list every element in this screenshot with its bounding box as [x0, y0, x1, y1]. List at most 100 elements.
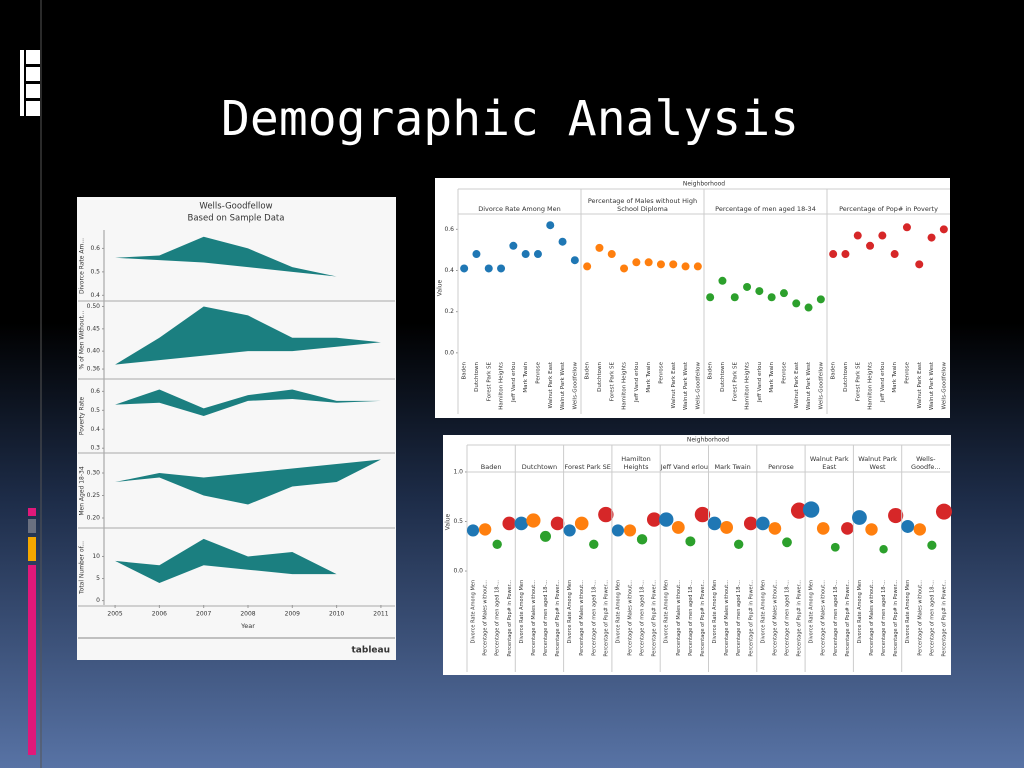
dot: [878, 231, 887, 240]
dot: [927, 540, 937, 550]
y-tick-label: 0.4: [90, 292, 100, 299]
dot: [939, 225, 948, 234]
y-tick-label: 0.2: [444, 308, 454, 315]
dot: [693, 262, 702, 271]
facet-title-box: Walnut Park West: [858, 455, 897, 471]
dot: [656, 260, 665, 269]
dot: [853, 231, 862, 240]
dot: [671, 521, 685, 534]
x-tick-label: Percentage of Pop# in Power...: [797, 580, 803, 657]
facet-title: Walnut Park West: [858, 455, 897, 471]
facet-title: Baden: [480, 462, 502, 471]
dot: [611, 524, 625, 537]
dot: [790, 502, 808, 519]
x-tick-label: Dutchtown: [720, 361, 726, 391]
facet-title: Wells-Goodfe...: [911, 455, 941, 471]
x-tick-label: Percentage of Males without...: [628, 580, 634, 656]
x-tick-label: Divorce Rate Among Men: [615, 580, 621, 644]
facet-title: Hamilton Heights: [621, 455, 651, 471]
band: [115, 459, 381, 505]
x-tick-label: Divorce Rate Among Men: [760, 580, 766, 644]
dot: [792, 299, 801, 308]
dot: [509, 241, 518, 250]
facet-title-box: Forest Park SE: [565, 463, 611, 470]
facet-title-box: Jeff Vand erlou: [660, 462, 708, 471]
x-tick-label: Percentage of Pop# in Power...: [652, 580, 658, 657]
dot: [550, 516, 565, 531]
dot: [644, 258, 653, 267]
y-tick-label: 0.4: [90, 426, 100, 433]
facet-title: Divorce Rate Among Men: [478, 204, 561, 213]
dot: [533, 250, 542, 259]
x-tick-label: Jeff Vand erlou: [880, 362, 886, 403]
x-tick-label: Hamilton Heights: [622, 362, 628, 410]
x-tick-label: Percentage of Pop# in Power...: [555, 580, 561, 657]
dot: [681, 262, 690, 271]
x-tick-label: Dutchtown: [597, 361, 603, 391]
y-tick-label: 0.40: [87, 348, 101, 355]
chart-title: Wells-Goodfellow: [199, 202, 272, 212]
x-tick-label: Dutchtown: [843, 361, 849, 391]
dot: [669, 260, 678, 269]
x-tick-label: Divorce Rate Among Men: [857, 580, 863, 644]
chart-header: Neighborhood: [687, 437, 729, 444]
y-axis-title: Value: [437, 279, 444, 296]
dot: [755, 287, 764, 296]
dot: [514, 516, 529, 531]
x-tick-label: Baden: [585, 361, 591, 379]
x-tick-label: Dutchtown: [474, 361, 480, 391]
dot: [804, 303, 813, 312]
dot: [902, 223, 911, 232]
dot: [646, 512, 662, 527]
x-tick-label: Hamilton Heights: [868, 362, 874, 410]
dot: [743, 282, 752, 291]
x-tick-label: Baden: [462, 361, 468, 379]
y-tick-label: 10: [92, 553, 100, 560]
dot: [768, 522, 782, 535]
facet-title: Dutchtown: [521, 462, 558, 471]
x-tick-label: Forest Park SE: [609, 361, 615, 401]
x-tick-label: 2005: [107, 611, 122, 618]
dot: [841, 250, 850, 259]
chart-bg: [77, 197, 396, 660]
x-tick-label: Jeff Vand erlou: [634, 362, 640, 403]
dot: [589, 539, 599, 549]
x-tick-label: Percentage of Males without...: [821, 580, 827, 656]
dot: [733, 539, 744, 549]
y-tick-label: 0.50: [87, 303, 101, 310]
x-tick-label: Divorce Rate Among Men: [905, 580, 911, 644]
facet-title: Penrose: [768, 462, 794, 471]
y-tick-label: 0.25: [87, 492, 101, 499]
dot: [659, 512, 674, 527]
dot: [694, 506, 711, 523]
dot: [492, 539, 502, 549]
dot: [913, 523, 927, 536]
x-tick-label: Walnut Park West: [560, 361, 566, 410]
x-tick-label: Percentage of Pop# in Power...: [603, 580, 609, 657]
x-tick-label: Percentage of Pop# in Power...: [700, 580, 706, 657]
y-tick-label: 0.3: [90, 445, 100, 452]
y-tick-label: 0.36: [87, 366, 101, 373]
x-tick-label: Percentage of Males without...: [917, 580, 923, 656]
facet-title-box: Wells-Goodfe...: [911, 455, 941, 471]
panel-label: Divorce Rate Am...: [79, 238, 86, 294]
facet-title-box: Percentage of Males without High School …: [588, 197, 697, 212]
dot: [583, 262, 592, 271]
facet-title-box: Dutchtown: [521, 462, 558, 471]
x-tick-label: 2010: [329, 611, 344, 618]
accent-bars: [28, 508, 36, 755]
x-tick-label: Percentage of men aged 18-...: [591, 580, 597, 656]
dot: [607, 250, 616, 259]
dot: [595, 243, 604, 252]
x-tick-label: Divorce Rate Among Men: [712, 580, 718, 644]
x-tick-label: Walnut Park West: [929, 361, 935, 410]
facet-title: Jeff Vand erlou: [660, 462, 708, 471]
dot: [879, 545, 888, 554]
x-tick-label: Wells-Goodfellow: [941, 362, 947, 410]
y-tick-label: 0.6: [90, 245, 100, 252]
dot: [558, 237, 567, 246]
facet-title-box: Percentage of Pop# in Poverty: [839, 205, 938, 212]
dot: [720, 521, 734, 534]
x-tick-label: Mark Twain: [523, 362, 529, 393]
